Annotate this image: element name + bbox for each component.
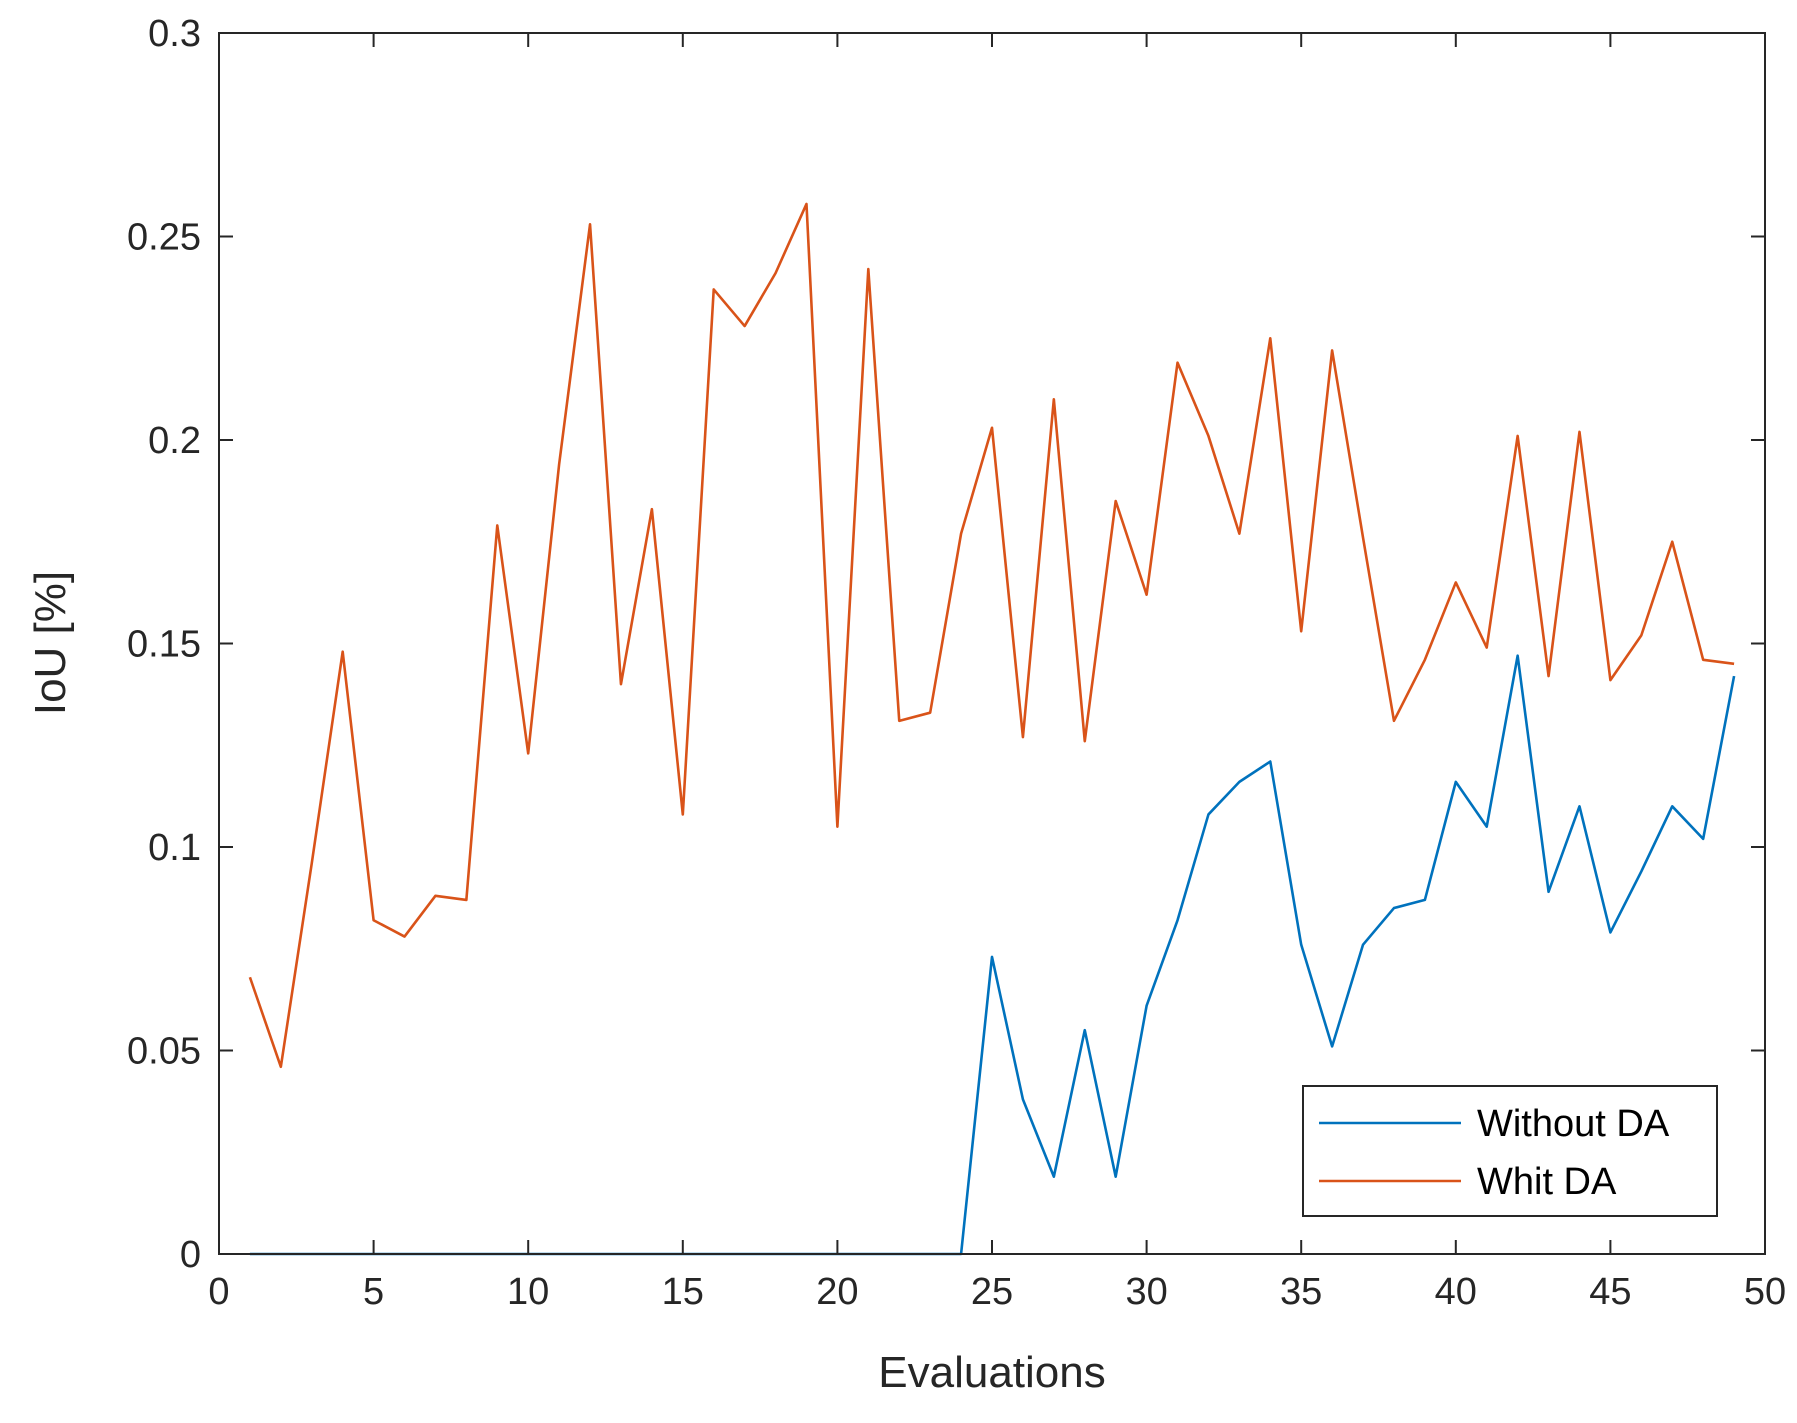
y-tick-label: 0.2 — [148, 420, 201, 462]
x-tick-label: 5 — [363, 1271, 384, 1313]
x-tick-label: 25 — [971, 1271, 1013, 1313]
series-line-whit-da — [248, 202, 1735, 1069]
y-tick-label: 0.15 — [127, 624, 201, 666]
y-tick-label: 0.3 — [148, 13, 201, 55]
y-tick-label: 0 — [180, 1234, 201, 1276]
plot-area — [219, 33, 1765, 1254]
y-tick-label: 0.1 — [148, 827, 201, 869]
x-tick-label: 20 — [816, 1271, 858, 1313]
x-tick-label: 50 — [1744, 1271, 1786, 1313]
y-axis-label: IoU [%] — [26, 571, 75, 715]
ticks-layer: 0 5 10 15 20 25 30 35 40 45 50 0 0.05 0.1 0.15 0.2 0.25 0… — [127, 13, 1786, 1313]
x-tick-label: 0 — [208, 1271, 229, 1313]
legend-box — [1302, 1085, 1718, 1217]
y-tick-label: 0.05 — [127, 1031, 201, 1073]
x-axis-label: Evaluations — [878, 1348, 1105, 1397]
legend-label: Without DA — [1477, 1103, 1670, 1145]
x-tick-label: 40 — [1435, 1271, 1477, 1313]
x-tick-label: 35 — [1280, 1271, 1322, 1313]
x-tick-label: 30 — [1125, 1271, 1167, 1313]
y-tick-label: 0.25 — [127, 217, 201, 259]
legend-label: Whit DA — [1477, 1161, 1617, 1203]
x-tick-label: 15 — [662, 1271, 704, 1313]
x-tick-label: 10 — [507, 1271, 549, 1313]
x-tick-label: 45 — [1589, 1271, 1631, 1313]
legend: Without DA Whit DA — [1302, 1085, 1718, 1217]
